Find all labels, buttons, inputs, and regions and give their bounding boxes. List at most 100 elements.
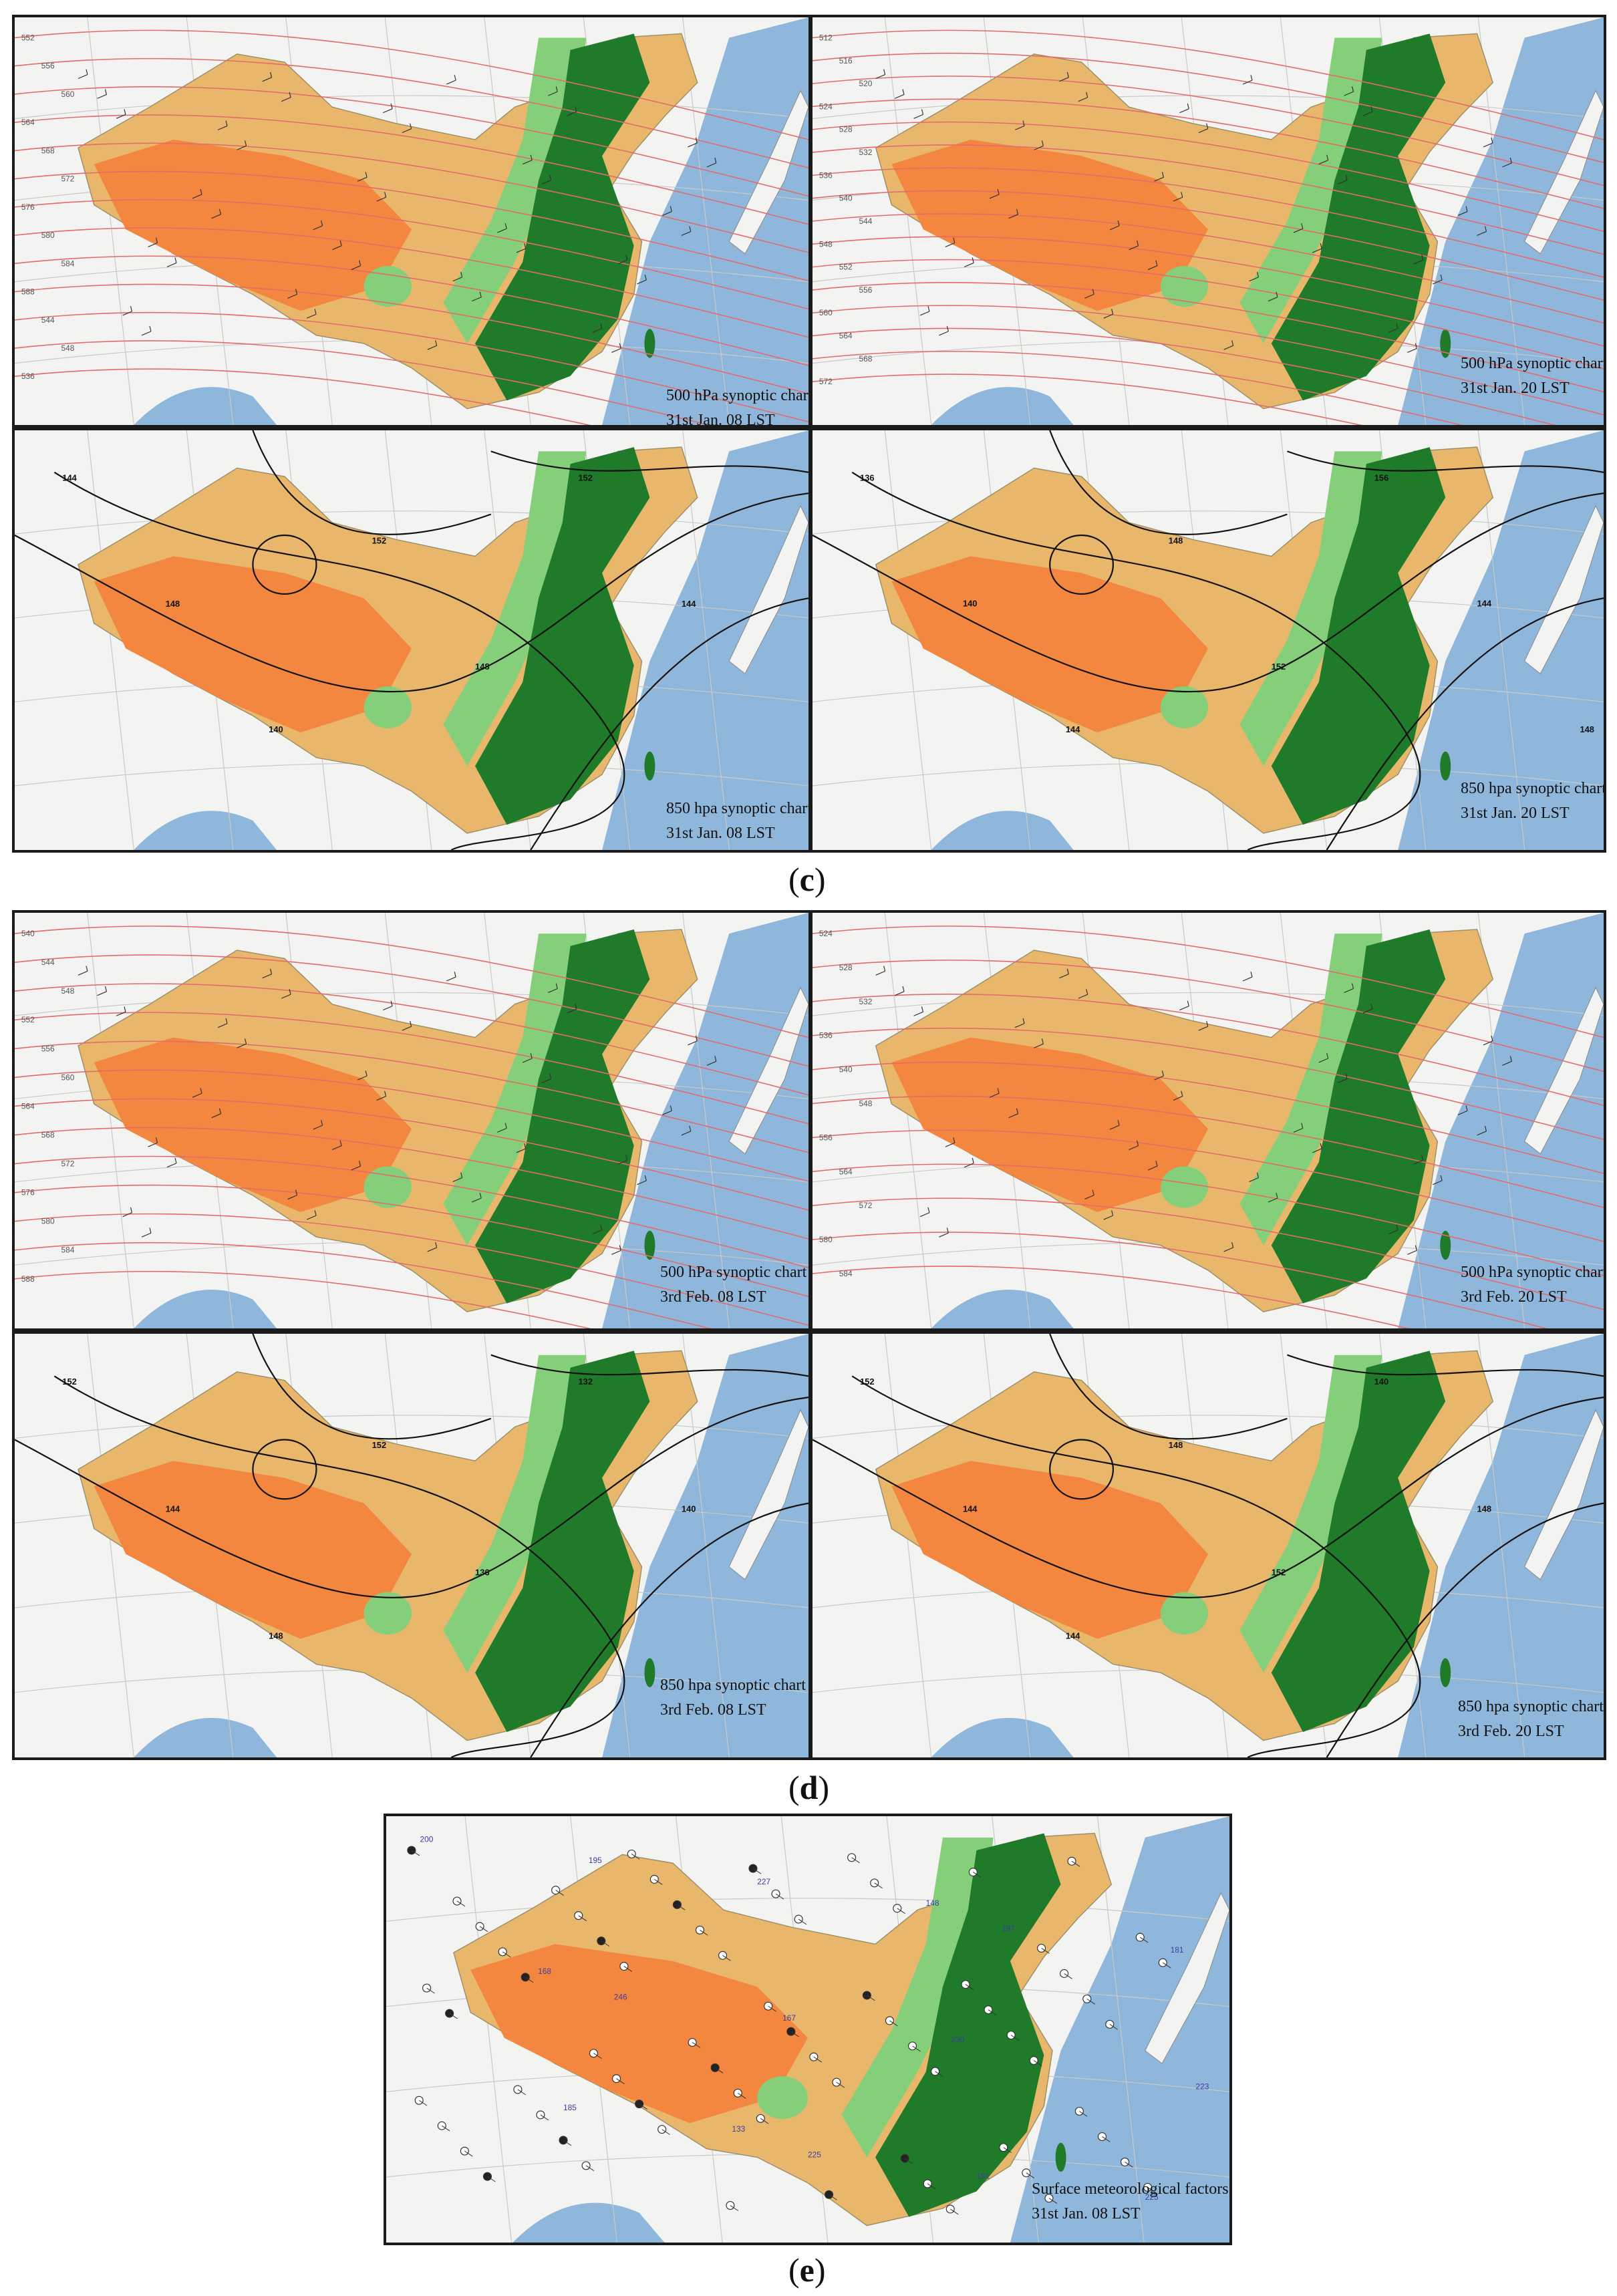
meridian-line — [884, 913, 932, 1328]
wind-barb — [382, 1006, 393, 1011]
wind-barb — [1034, 145, 1044, 150]
station-symbol — [611, 2074, 621, 2084]
wind-barb — [351, 265, 361, 271]
height-contour — [813, 1397, 1604, 1598]
meridian-line — [884, 430, 932, 850]
contour-label: 560 — [61, 90, 75, 99]
wind-barb — [516, 1148, 526, 1153]
station-symbol — [1158, 1958, 1167, 1967]
wind-barb — [1312, 248, 1322, 253]
wind-barb — [964, 1163, 974, 1168]
wind-barb — [662, 210, 672, 217]
station-wind-barb — [585, 2165, 595, 2172]
parallel-line — [15, 95, 808, 120]
station-symbol — [657, 2125, 667, 2134]
wind-barb — [1109, 225, 1120, 231]
height-contour — [851, 471, 1421, 850]
wind-barb-flag — [295, 289, 298, 295]
contour-label: 584 — [839, 1269, 853, 1278]
chart-title: 500 hPa synoptic chart — [1461, 355, 1606, 372]
height-contour — [15, 1184, 808, 1297]
wind-barb-flag — [321, 220, 323, 227]
parallel-line — [15, 1415, 808, 1439]
contour-label: 144 — [1066, 724, 1080, 734]
wind-barb — [192, 1093, 202, 1098]
wind-barb-flag — [359, 260, 361, 266]
height-contour — [813, 1095, 1604, 1208]
chart-title: 500 hPa synoptic chart — [1461, 1264, 1606, 1281]
wind-barb — [617, 259, 628, 265]
station-symbol — [794, 1914, 803, 1924]
wind-barb-flag — [155, 237, 158, 243]
japan-islands — [1523, 986, 1604, 1155]
wind-barb — [1249, 1177, 1259, 1182]
station-symbol — [635, 2100, 644, 2109]
height-contour — [813, 1197, 1604, 1310]
height-contour — [53, 1375, 625, 1757]
chart-time: 31st Jan. 08 LST — [666, 412, 775, 428]
station-symbol — [460, 2146, 469, 2156]
wind-barb-flag — [1326, 1052, 1329, 1059]
contour-label: 548 — [859, 1099, 873, 1109]
closed-contour — [252, 534, 317, 595]
station-wind-barb — [677, 1904, 686, 1910]
wind-barb — [989, 1093, 1000, 1098]
sichuan-basin — [363, 1592, 412, 1635]
height-contour — [15, 368, 591, 425]
station-symbol — [1022, 2168, 1031, 2178]
wind-barb — [637, 1180, 647, 1185]
wind-barb — [919, 311, 930, 316]
forest-area — [1271, 1350, 1446, 1732]
wind-barb — [1084, 293, 1094, 299]
height-contour — [15, 86, 808, 197]
wind-barb-flag — [644, 1175, 647, 1181]
forest-area — [875, 1833, 1061, 2217]
wind-barb-flag — [689, 226, 692, 232]
meridian-line — [884, 1334, 932, 1757]
height-contour — [530, 1502, 808, 1757]
wind-barb — [1242, 80, 1253, 85]
contour-label: 148 — [166, 599, 180, 609]
wind-barb — [681, 231, 692, 236]
height-contour — [813, 98, 1604, 209]
wind-barb-flag — [479, 291, 482, 297]
wind-barb-flag — [479, 1192, 482, 1199]
station-symbol — [559, 2136, 568, 2145]
sea-area — [1010, 1816, 1229, 2243]
wind-barb — [122, 1212, 132, 1217]
taiwan-island — [1440, 1230, 1451, 1260]
station-wind-barb — [1102, 2136, 1111, 2142]
plateau-area — [94, 556, 412, 733]
wind-barb — [313, 1125, 323, 1130]
contour-label: 136 — [860, 472, 875, 482]
wind-barb — [217, 125, 228, 130]
wind-barb-flag — [1326, 154, 1329, 160]
wind-barb — [567, 1008, 577, 1014]
station-wind-barb — [973, 1872, 982, 1878]
wind-barb-flag — [289, 989, 291, 995]
map-500hpa-31jan-08: 552 556 560 564 568 572 576 580 584 588 544 548 536 — [15, 17, 808, 425]
station-symbol — [748, 1864, 758, 1873]
wind-barb-flag — [1187, 103, 1189, 109]
station-wind-barb — [700, 1929, 708, 1936]
station-wind-barb — [813, 2056, 823, 2063]
wind-barb-flag — [670, 1105, 672, 1111]
wind-barb-flag — [104, 986, 108, 992]
wind-barb-flag — [625, 1155, 628, 1161]
wind-barb — [611, 1250, 621, 1255]
contour-label: 536 — [819, 170, 833, 180]
wind-barb — [472, 1197, 482, 1203]
wind-barb-flag — [530, 1052, 533, 1059]
sea-area — [1398, 913, 1604, 1328]
height-contour — [813, 1232, 1548, 1328]
station-wind-barb — [836, 2082, 845, 2088]
height-contour — [813, 76, 1604, 186]
figure-label-e: (e) — [788, 2251, 826, 2289]
height-contour — [1326, 597, 1604, 850]
wind-barb — [166, 262, 177, 267]
wind-barb — [913, 114, 923, 119]
contour-label: 152 — [860, 1377, 875, 1387]
wind-barb — [1483, 142, 1493, 148]
height-contour — [813, 167, 1604, 278]
station-wind-barb — [988, 2009, 997, 2015]
